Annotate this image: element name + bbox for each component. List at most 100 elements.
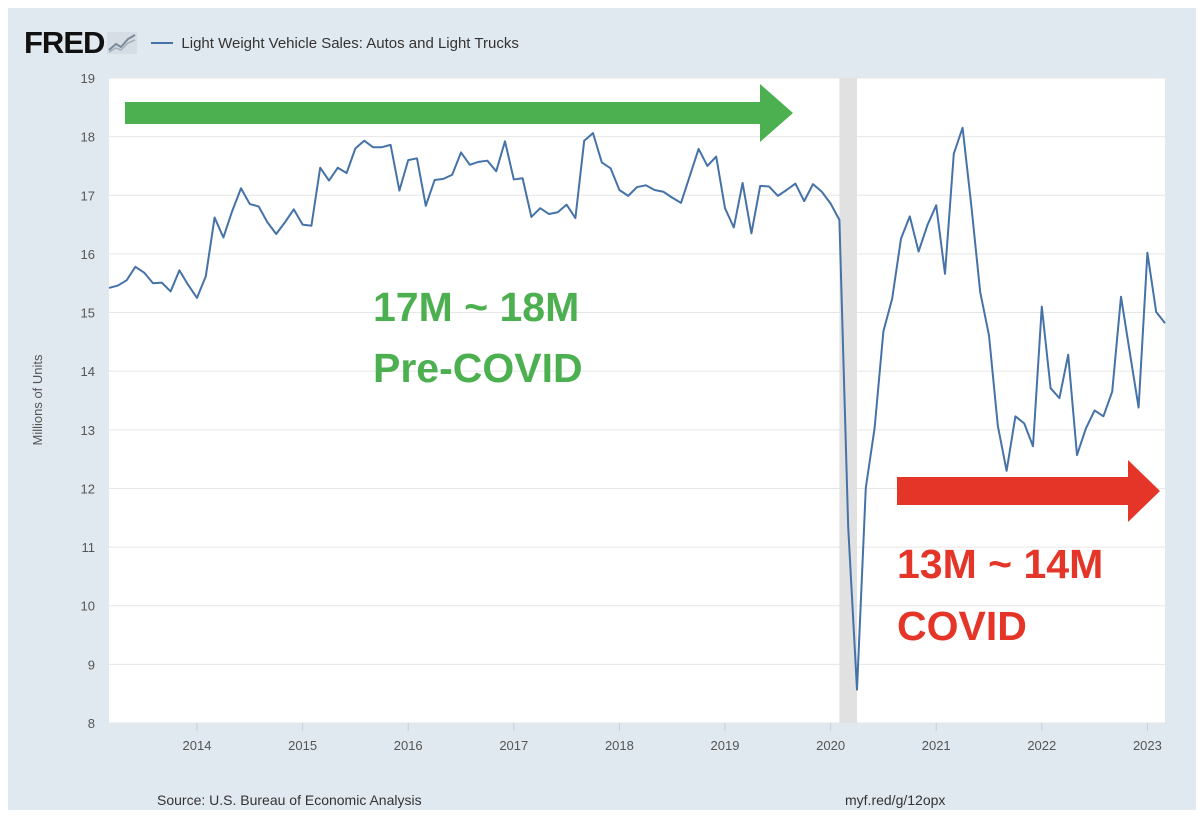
data-point[interactable] — [925, 223, 930, 228]
data-point[interactable] — [652, 187, 657, 192]
data-point[interactable] — [679, 200, 684, 205]
data-point[interactable] — [837, 217, 842, 222]
data-point[interactable] — [916, 249, 921, 254]
data-point[interactable] — [203, 274, 208, 279]
data-point[interactable] — [714, 154, 719, 159]
fred-logo[interactable]: FRED — [24, 25, 105, 60]
data-point[interactable] — [415, 156, 420, 161]
data-point[interactable] — [327, 178, 332, 183]
data-point[interactable] — [300, 222, 305, 227]
data-point[interactable] — [775, 193, 780, 198]
data-point[interactable] — [591, 131, 596, 136]
data-point[interactable] — [819, 189, 824, 194]
data-point[interactable] — [406, 158, 411, 163]
data-point[interactable] — [1066, 352, 1071, 357]
data-point[interactable] — [239, 186, 244, 191]
data-point[interactable] — [661, 189, 666, 194]
data-point[interactable] — [969, 204, 974, 209]
data-point[interactable] — [476, 159, 481, 164]
data-point[interactable] — [441, 176, 446, 181]
data-point[interactable] — [115, 283, 120, 288]
data-point[interactable] — [582, 138, 587, 143]
data-point[interactable] — [221, 235, 226, 240]
data-point[interactable] — [881, 329, 886, 334]
data-point[interactable] — [793, 181, 798, 186]
data-point[interactable] — [987, 333, 992, 338]
data-point[interactable] — [960, 125, 965, 130]
data-point[interactable] — [274, 231, 279, 236]
data-point[interactable] — [133, 264, 138, 269]
short-link[interactable]: myf.red/g/12opx — [845, 792, 946, 808]
data-point[interactable] — [168, 289, 173, 294]
data-point[interactable] — [494, 169, 499, 174]
data-point[interactable] — [855, 687, 860, 692]
data-point[interactable] — [863, 485, 868, 490]
data-point[interactable] — [230, 209, 235, 214]
data-point[interactable] — [1048, 386, 1053, 391]
data-point[interactable] — [256, 204, 261, 209]
data-point[interactable] — [564, 202, 569, 207]
data-point[interactable] — [247, 202, 252, 207]
data-point[interactable] — [547, 212, 552, 217]
data-point[interactable] — [459, 150, 464, 155]
data-point[interactable] — [951, 151, 956, 156]
data-point[interactable] — [802, 199, 807, 204]
data-point[interactable] — [1075, 453, 1080, 458]
data-point[interactable] — [995, 423, 1000, 428]
data-point[interactable] — [142, 270, 147, 275]
data-point[interactable] — [529, 214, 534, 219]
data-point[interactable] — [1127, 350, 1132, 355]
data-point[interactable] — [1004, 468, 1009, 473]
data-point[interactable] — [467, 162, 472, 167]
data-point[interactable] — [943, 271, 948, 276]
data-point[interactable] — [107, 285, 112, 290]
data-point[interactable] — [1031, 444, 1036, 449]
data-point[interactable] — [626, 193, 631, 198]
data-point[interactable] — [1057, 396, 1062, 401]
data-point[interactable] — [749, 231, 754, 236]
data-point[interactable] — [617, 187, 622, 192]
data-point[interactable] — [608, 166, 613, 171]
data-point[interactable] — [450, 172, 455, 177]
data-point[interactable] — [723, 206, 728, 211]
data-point[interactable] — [283, 220, 288, 225]
data-point[interactable] — [291, 207, 296, 212]
data-point[interactable] — [1119, 294, 1124, 299]
data-point[interactable] — [177, 268, 182, 273]
data-point[interactable] — [432, 178, 437, 183]
data-point[interactable] — [846, 525, 851, 530]
data-point[interactable] — [309, 223, 314, 228]
data-point[interactable] — [1022, 421, 1027, 426]
data-point[interactable] — [503, 139, 508, 144]
data-point[interactable] — [573, 216, 578, 221]
data-point[interactable] — [731, 225, 736, 230]
data-point[interactable] — [767, 184, 772, 189]
data-point[interactable] — [344, 170, 349, 175]
data-point[interactable] — [687, 173, 692, 178]
data-point[interactable] — [159, 280, 164, 285]
data-point[interactable] — [828, 201, 833, 206]
data-point[interactable] — [511, 177, 516, 182]
data-point[interactable] — [1110, 389, 1115, 394]
data-point[interactable] — [635, 185, 640, 190]
data-point[interactable] — [186, 282, 191, 287]
data-point[interactable] — [1136, 405, 1141, 410]
data-point[interactable] — [670, 195, 675, 200]
data-point[interactable] — [872, 426, 877, 431]
data-point[interactable] — [423, 203, 428, 208]
data-point[interactable] — [890, 296, 895, 301]
data-point[interactable] — [538, 206, 543, 211]
data-point[interactable] — [151, 281, 156, 286]
data-point[interactable] — [811, 182, 816, 187]
data-point[interactable] — [371, 145, 376, 150]
data-point[interactable] — [784, 187, 789, 192]
data-point[interactable] — [934, 203, 939, 208]
data-point[interactable] — [520, 176, 525, 181]
data-point[interactable] — [265, 220, 270, 225]
data-point[interactable] — [1163, 321, 1168, 326]
data-point[interactable] — [353, 146, 358, 151]
data-point[interactable] — [740, 180, 745, 185]
data-point[interactable] — [696, 146, 701, 151]
data-point[interactable] — [379, 145, 384, 150]
data-point[interactable] — [397, 188, 402, 193]
